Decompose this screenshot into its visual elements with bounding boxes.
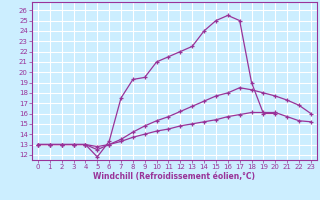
- X-axis label: Windchill (Refroidissement éolien,°C): Windchill (Refroidissement éolien,°C): [93, 172, 255, 181]
